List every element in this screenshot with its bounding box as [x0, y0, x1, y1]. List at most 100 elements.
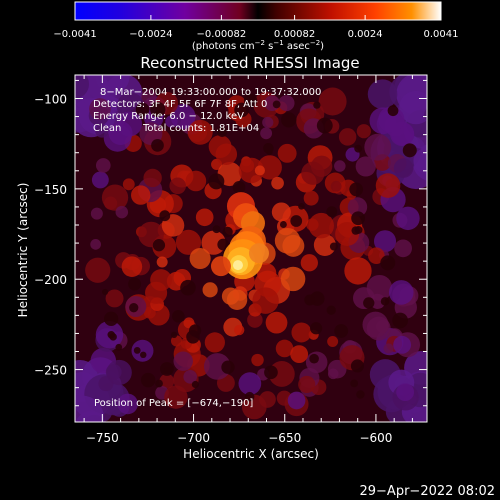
x-axis-label: Heliocentric X (arcsec) — [183, 447, 319, 461]
heatmap-cell — [254, 165, 265, 176]
y-tick-label: −200 — [34, 273, 67, 287]
heatmap-cell — [347, 197, 368, 217]
heatmap-cell — [109, 333, 117, 341]
heatmap-cell — [164, 366, 173, 375]
heatmap-cell — [327, 368, 339, 380]
heatmap-cell — [140, 372, 156, 388]
colorbar-tick-label: −0.0024 — [129, 29, 172, 40]
y-tick-label: −100 — [34, 92, 67, 106]
heatmap-cell — [310, 322, 323, 335]
heatmap-cell — [131, 185, 151, 205]
colorbar-tick-label: 0.00082 — [274, 29, 315, 40]
heatmap-cell — [165, 115, 178, 128]
heatmap-cell — [252, 287, 279, 314]
heatmap-cell — [396, 206, 420, 231]
y-axis-tick-labels: −100 −150 −200 −250 — [34, 92, 67, 377]
heatmap-cell — [204, 332, 225, 353]
heatmap-cell — [326, 206, 338, 218]
y-axis-ticks — [75, 79, 427, 407]
x-tick-label: −600 — [359, 431, 392, 445]
peak-source — [210, 256, 231, 277]
heatmap-cell — [263, 142, 274, 154]
heatmap-cell — [175, 229, 202, 255]
colorbar-tick-label: −0.00082 — [197, 29, 247, 40]
peak-position-text: Position of Peak = [−674,−190] — [94, 398, 253, 409]
heatmap-cell — [301, 161, 325, 185]
heatmap-cell — [75, 395, 104, 422]
heatmap-cell — [104, 311, 119, 326]
heatmap-cell — [234, 324, 245, 336]
y-tick-label: −250 — [34, 364, 67, 378]
heatmap-cell — [105, 289, 124, 308]
colorbar-ticks — [74, 15, 442, 20]
heatmap-cell — [152, 239, 166, 252]
heatmap-cell — [191, 380, 199, 389]
heatmap-cell — [140, 351, 147, 359]
heatmap-cell — [309, 353, 319, 364]
colorbar-tick-label: 0.0041 — [424, 29, 459, 40]
heatmap-cell — [396, 383, 415, 402]
clean-label-text: Clean — [93, 123, 121, 134]
heatmap-cell — [368, 247, 385, 265]
heatmap-cell — [226, 289, 248, 310]
heatmap-cell — [329, 242, 339, 251]
x-tick-label: −650 — [268, 431, 301, 445]
heatmap-cell — [95, 158, 111, 173]
heatmap-cell — [156, 256, 168, 268]
heatmap-cell — [135, 102, 150, 117]
heatmap-cell — [330, 180, 342, 192]
heatmap-cell — [272, 100, 281, 109]
heatmap-cell — [275, 339, 294, 358]
heatmap-cell — [334, 160, 346, 172]
peak-source — [232, 260, 243, 271]
heatmap-cell — [338, 128, 357, 146]
x-axis-ticks — [83, 75, 413, 422]
heatmap-cell — [122, 178, 135, 191]
heatmap-cell — [90, 239, 101, 250]
heatmap-cell — [271, 202, 291, 222]
heatmap-cell — [362, 311, 389, 338]
heatmap-cell — [402, 143, 417, 158]
heatmap-cell — [133, 347, 141, 354]
heatmap-cell — [187, 119, 213, 145]
heatmap-cell — [131, 339, 154, 362]
colorbar: −0.0041 −0.0024 −0.00082 0.00082 0.0024 0.004… — [53, 1, 459, 52]
heatmap-cell — [308, 212, 334, 239]
heatmap-cell — [380, 297, 390, 306]
heatmap-cell — [173, 351, 193, 371]
heatmap-cell — [367, 79, 398, 109]
heatmap-cell — [91, 171, 109, 189]
heatmap-cell — [247, 312, 263, 328]
heatmap-cell — [150, 101, 166, 118]
heatmap-cell — [313, 233, 336, 256]
heatmap-cell — [180, 279, 196, 296]
heatmap-cell — [356, 390, 365, 399]
heatmap-cell — [151, 139, 164, 152]
energy-range-text: Energy Range: 6.0 − 12.0 keV — [93, 111, 244, 122]
heatmap-cell — [318, 87, 347, 116]
heatmap-cell — [164, 385, 188, 409]
heatmap-cell — [350, 379, 359, 388]
heatmap-cell — [143, 168, 162, 188]
heatmap-cell — [351, 211, 366, 226]
heatmap-cell — [364, 133, 392, 161]
heatmap-cell — [387, 105, 399, 117]
heatmap-cell — [279, 221, 287, 228]
x-tick-label: −700 — [177, 431, 210, 445]
heatmap-cell — [186, 330, 200, 344]
heatmap-cell — [121, 256, 143, 277]
heatmap-cell — [170, 335, 183, 347]
heatmap-cell — [217, 238, 230, 251]
heatmap-cell — [363, 297, 375, 309]
heatmap-cell — [287, 391, 306, 410]
heatmap-cell — [215, 143, 238, 166]
heatmap-cell — [264, 365, 278, 380]
heatmap-cell — [290, 215, 303, 227]
colorbar-tick-labels: −0.0041 −0.0024 −0.00082 0.00082 0.0024 0.004… — [53, 29, 458, 40]
heatmap-cell — [327, 336, 339, 348]
heatmap-cell — [238, 372, 262, 395]
heatmap-cell — [399, 90, 427, 125]
heatmap-cell — [375, 173, 401, 198]
heatmap-cell — [413, 147, 427, 175]
